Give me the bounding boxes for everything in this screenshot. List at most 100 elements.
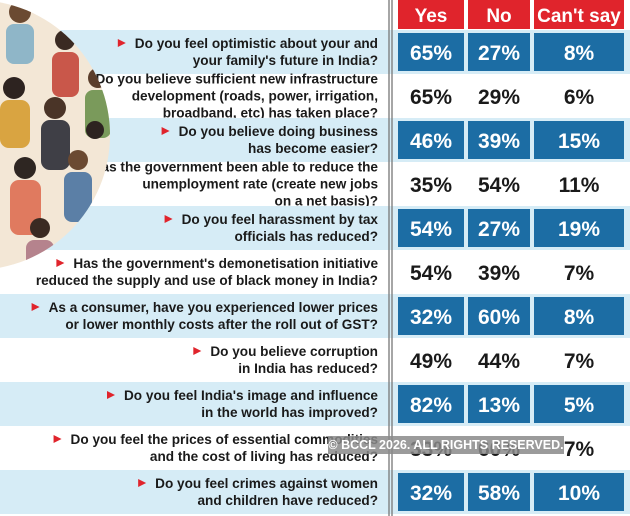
header-yes: Yes: [415, 6, 448, 27]
bullet-arrow-icon: [161, 127, 170, 135]
bullet-arrow-icon: [193, 347, 202, 355]
question-text: Has the government's demonetisation init…: [73, 256, 378, 271]
bullet-arrow-icon: [106, 391, 115, 399]
question-text: unemployment rate (create new jobs: [142, 177, 378, 192]
table-row: Do you feel optimistic about your and you…: [0, 30, 630, 74]
question-text: Do you feel harassment by tax: [182, 212, 379, 227]
question-text: and children have reduced?: [197, 493, 378, 508]
header-cell: [398, 0, 464, 29]
value-cell: [534, 121, 624, 159]
value-cell: [468, 33, 530, 71]
value-no: 44%: [478, 350, 520, 373]
bullet-arrow-icon: [56, 259, 65, 267]
question-text: Do you feel the prices of essential comm…: [71, 432, 378, 447]
value-cell: [468, 209, 530, 247]
value-cell: [534, 385, 624, 423]
value-no: 27%: [478, 218, 520, 241]
bullet-arrow-icon: [53, 435, 62, 443]
value-cant-say: 7%: [564, 350, 595, 373]
table-row: Has the government's demonetisation init…: [0, 250, 630, 294]
bullet-arrow-icon: [117, 39, 126, 47]
table-row: Do you believe corruption in India has re…: [0, 338, 630, 382]
value-no: 29%: [478, 86, 520, 109]
question-text: Has the government been able to reduce t…: [92, 160, 379, 175]
value-no: 58%: [478, 482, 520, 505]
bullet-arrow-icon: [138, 479, 147, 487]
question-text: Do you feel crimes against women: [155, 476, 378, 491]
header-cell: [468, 0, 530, 29]
value-yes: 35%: [410, 174, 452, 197]
question-text: broadband, etc) has taken place?: [163, 106, 378, 121]
value-cell: [534, 33, 624, 71]
value-cant-say: 19%: [558, 218, 600, 241]
value-yes: 82%: [410, 394, 452, 417]
value-no: 39%: [478, 130, 520, 153]
table-row: Do you feel harassment by tax officials h…: [0, 206, 630, 250]
table-row: Do you feel crimes against women and chil…: [0, 470, 630, 514]
value-cell: [398, 297, 464, 335]
header-cell: [534, 0, 624, 29]
value-cant-say: 8%: [564, 42, 595, 65]
question-text: Do you feel India's image and influence: [124, 388, 378, 403]
value-cell: [468, 385, 530, 423]
question-text: As a consumer, have you experienced lowe…: [49, 300, 378, 315]
value-yes: 49%: [410, 350, 452, 373]
watermark-band: [328, 436, 564, 454]
value-no: 27%: [478, 42, 520, 65]
value-cell: [468, 297, 530, 335]
value-cant-say: 5%: [564, 394, 595, 417]
value-yes: 65%: [410, 42, 452, 65]
question-text: officials has reduced?: [234, 229, 378, 244]
value-cell: [398, 209, 464, 247]
value-cell: [398, 473, 464, 511]
value-cell: [398, 121, 464, 159]
question-text: and the cost of living has reduced?: [150, 449, 378, 464]
table-row: Has the government been able to reduce t…: [0, 160, 630, 209]
value-no: 54%: [478, 174, 520, 197]
value-cell: [468, 121, 530, 159]
value-cell: [398, 33, 464, 71]
value-cant-say: 8%: [564, 306, 595, 329]
value-yes: 65%: [410, 86, 452, 109]
question-text: in India has reduced?: [238, 361, 378, 376]
value-no: 60%: [478, 306, 520, 329]
question-text: on a net basis)?: [275, 194, 378, 209]
question-text: Do you believe sufficient new infrastruc…: [95, 72, 378, 87]
question-text: has become easier?: [248, 141, 378, 156]
value-no: 39%: [478, 262, 520, 285]
row-background: [0, 250, 630, 294]
value-cant-say: 6%: [564, 86, 595, 109]
copyright-watermark: © BCCL 2026. ALL RIGHTS RESERVED.: [328, 436, 564, 454]
value-cant-say: 7%: [564, 262, 595, 285]
row-background: [0, 338, 630, 382]
question-text: Do you believe doing business: [179, 124, 378, 139]
table-row: Do you feel India's image and influence i…: [0, 382, 630, 426]
value-no: 13%: [478, 394, 520, 417]
value-yes: 54%: [410, 262, 452, 285]
table-row: As a consumer, have you experienced lowe…: [0, 294, 630, 338]
header-no: No: [486, 6, 511, 27]
question-text: development (roads, power, irrigation,: [132, 89, 378, 104]
question-text: or lower monthly costs after the roll ou…: [65, 317, 378, 332]
bullet-arrow-icon: [31, 303, 40, 311]
value-cell: [534, 473, 624, 511]
value-cant-say: 11%: [559, 174, 600, 197]
watermark-text: © BCCL 2026. ALL RIGHTS RESERVED.: [328, 438, 563, 452]
value-cell: [534, 297, 624, 335]
value-cell: [398, 385, 464, 423]
value-cant-say: 7%: [564, 438, 595, 461]
value-cell: [468, 473, 530, 511]
bullet-arrow-icon: [164, 215, 173, 223]
value-cant-say: 15%: [558, 130, 600, 153]
header-cant-say: Can't say: [537, 6, 621, 27]
value-yes: 54%: [410, 218, 452, 241]
value-yes: 32%: [410, 306, 452, 329]
header-row: Yes No Can't say: [398, 0, 624, 29]
question-text: in the world has improved?: [201, 405, 378, 420]
question-text: reduced the supply and use of black mone…: [36, 273, 378, 288]
question-text: your family's future in India?: [193, 53, 378, 68]
question-text: Do you believe corruption: [210, 344, 378, 359]
value-cant-say: 10%: [558, 482, 600, 505]
value-yes: 32%: [410, 482, 452, 505]
